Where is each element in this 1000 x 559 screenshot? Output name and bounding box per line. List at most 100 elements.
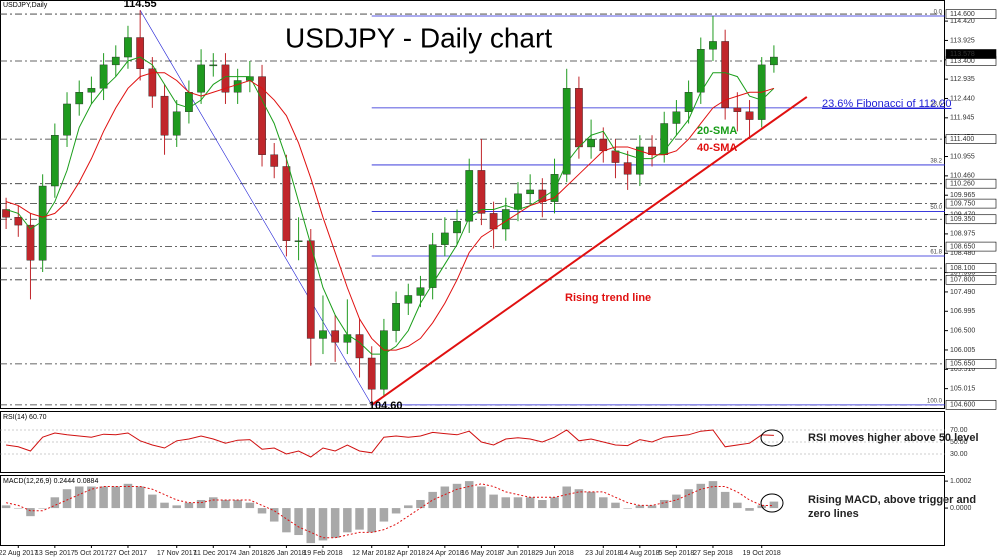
macd-bar [14, 508, 23, 509]
level-label: 109.350 [950, 216, 975, 223]
candle-body [75, 92, 84, 105]
candle-body [306, 240, 315, 339]
macd-bar [611, 502, 620, 509]
candle-body [148, 68, 157, 97]
y-tick-label: 112.935 [950, 76, 975, 83]
candle-body [599, 138, 608, 152]
y-tick-label: 113.925 [950, 37, 975, 44]
x-tick-label: 23 Jul 2018 [585, 550, 621, 557]
macd-bar [452, 483, 462, 509]
rsi-note: RSI moves higher above 50 level [808, 432, 979, 444]
macd-bar [50, 497, 60, 509]
level-label: 104.600 [950, 402, 975, 409]
sma-label: 40-SMA [697, 142, 737, 154]
macd-bar [367, 508, 376, 533]
macd-bar [245, 502, 255, 509]
candle-body [270, 154, 279, 167]
x-tick-label: 11 Dec 2017 [194, 550, 233, 557]
macd-bar [38, 508, 47, 509]
candle-body [63, 103, 71, 136]
y-tick-label: 1.0002 [950, 478, 972, 485]
macd-bar [1, 505, 11, 509]
macd-bar [26, 508, 35, 517]
rsi-line [6, 429, 774, 458]
macd-bar [123, 483, 133, 509]
panel-header: MACD(12,26,9) 0.2444 0.0884 [3, 478, 98, 485]
macd-bar [574, 489, 584, 509]
candle-body [124, 37, 132, 58]
candle-body [136, 37, 145, 69]
macd-bar [379, 508, 389, 522]
macd-bar [550, 497, 559, 509]
y-tick-label: 109.965 [950, 192, 975, 199]
y-tick-label: 105.015 [950, 385, 975, 392]
candle-body [355, 334, 364, 359]
macd-bar [745, 508, 754, 511]
y-tick-label: 114.420 [950, 18, 975, 25]
x-tick-label: 4 Jan 2018 [233, 550, 268, 557]
macd-bar [404, 505, 413, 509]
macd-bar [586, 491, 596, 509]
y-tick-label: 50.00 [950, 439, 968, 446]
candle-body [367, 357, 376, 390]
fib-label: 61.8 [930, 250, 942, 256]
x-tick-label: 22 Aug 2017 [0, 550, 38, 557]
candle-body [392, 303, 400, 331]
candle-body [477, 170, 486, 214]
macd-bar [708, 481, 718, 509]
y-tick-label: 107.985 [950, 269, 975, 276]
macd-bar [343, 508, 352, 533]
y-tick-label: 106.005 [950, 347, 975, 354]
x-tick-label: 2 Apr 2018 [391, 550, 425, 557]
candle-body [575, 88, 583, 148]
current-price: 113.578 [950, 51, 975, 58]
level-label-box [945, 275, 997, 285]
candle-body [26, 224, 35, 261]
candle-body [721, 41, 730, 109]
y-tick-label: 108.975 [950, 231, 975, 238]
macd-bar [513, 497, 523, 509]
candle-body [672, 111, 681, 124]
candle-body [172, 111, 181, 136]
y-tick-label: 108.480 [950, 250, 975, 257]
candle-body [50, 135, 59, 187]
macd-bar [672, 494, 681, 509]
y-tick-label: 106.995 [950, 308, 975, 315]
candle-body [623, 162, 632, 175]
candle-body [258, 76, 266, 155]
candle-body [282, 166, 291, 241]
candle-body [233, 80, 242, 93]
macd-bar [562, 486, 571, 509]
x-tick-label: 24 Apr 2018 [426, 550, 464, 557]
level-label-box [945, 214, 997, 225]
macd-bar [525, 497, 535, 509]
macd-bar [440, 486, 450, 509]
level-label: 111.400 [950, 136, 974, 143]
macd-bar [720, 491, 730, 509]
macd-bar [391, 508, 401, 514]
macd-bar [489, 494, 498, 509]
candle-body [440, 232, 449, 245]
level-label: 108.100 [950, 265, 975, 272]
level-label-box [945, 178, 997, 189]
chart-title: USDJPY - Daily chart [285, 22, 552, 53]
macd-bar [330, 508, 340, 538]
macd-bar [659, 499, 669, 509]
high-label: 114.55 [124, 0, 157, 10]
level-label: 109.750 [950, 200, 975, 207]
panel-header: USDJPY,Daily [3, 2, 48, 9]
candle-body [587, 138, 595, 148]
fib-annotation: 23.6% Fibonacci of 112.20 [822, 98, 951, 110]
low-label: 104.60 [369, 400, 403, 412]
x-tick-label: 13 Sep 2017 [35, 550, 75, 557]
macd-bar [355, 508, 364, 530]
macd-bar [477, 486, 486, 509]
candle-body [489, 213, 498, 230]
macd-bar [282, 508, 291, 533]
candle-body [684, 92, 693, 112]
candle-body [14, 217, 23, 226]
current-price-box [945, 49, 997, 59]
macd-bar [318, 508, 328, 541]
candle-body [404, 295, 413, 304]
